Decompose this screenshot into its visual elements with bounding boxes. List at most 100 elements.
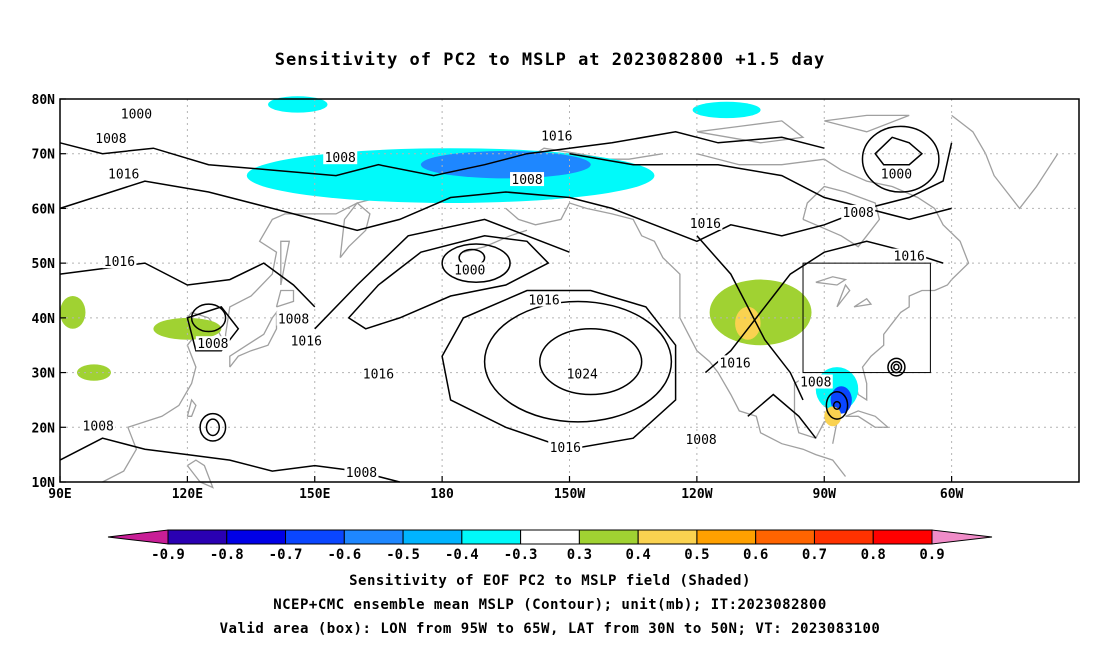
contour-label: 1008	[843, 206, 874, 221]
coastline	[102, 180, 434, 483]
coastline	[186, 459, 214, 489]
lat-tick-label: 60N	[32, 202, 56, 217]
contour-label-bg	[565, 366, 600, 381]
contour-label: 1008	[685, 433, 716, 448]
colorbar-bin	[402, 529, 463, 545]
colorbar-bin	[578, 529, 639, 545]
colorbar-low-arrow	[107, 529, 169, 545]
isobar	[314, 218, 570, 330]
coastline	[802, 185, 881, 248]
colorbar-label: 0.4	[626, 547, 651, 563]
coastline	[696, 120, 805, 144]
shaded-area	[60, 295, 86, 329]
lon-tick-label: 180	[430, 487, 454, 502]
colorbar-bin	[872, 529, 933, 545]
contour-label: 1016	[550, 441, 581, 456]
contour-label-bg	[539, 128, 574, 143]
valid-area-box	[802, 262, 931, 374]
isobar	[890, 360, 903, 374]
coastline	[815, 276, 848, 286]
contour-label-bg	[276, 311, 311, 326]
contour-label-bg	[452, 262, 487, 277]
contour-label: 1008	[197, 337, 228, 352]
coastline	[505, 202, 847, 477]
caption-line-3: Valid area (box): LON from 95W to 65W, L…	[219, 621, 881, 637]
contour-label-bg	[195, 336, 230, 351]
coastline	[186, 398, 197, 417]
colorbar-bin	[285, 529, 345, 545]
contour-label: 1008	[325, 151, 356, 166]
lat-tick-label: 50N	[32, 257, 56, 272]
isobar	[832, 400, 842, 410]
lon-tick-label: 60W	[940, 487, 964, 502]
isobar	[59, 262, 316, 308]
colorbar-label: 0.9	[919, 547, 944, 563]
lat-tick-label: 70N	[32, 148, 56, 163]
contour-label: 1016	[719, 356, 750, 371]
coastline	[845, 410, 890, 428]
colorbar-label: 0.5	[684, 547, 709, 563]
colorbar-label: -0.7	[269, 547, 303, 563]
isobar	[893, 363, 900, 371]
isobar	[59, 131, 825, 177]
isobar	[861, 125, 940, 193]
contour-label-bg	[323, 150, 358, 165]
coastline	[696, 153, 970, 281]
isobar	[347, 235, 550, 330]
colorbar-high-arrow	[931, 529, 993, 545]
contour-label: 1000	[881, 168, 912, 183]
contour-label: 1008	[278, 313, 309, 328]
colorbar-bin	[343, 529, 404, 545]
colorbar-bin	[755, 529, 815, 545]
colorbar-bin	[461, 529, 522, 545]
isobar	[704, 240, 944, 374]
coastline	[853, 297, 873, 308]
contour-label-bg	[684, 431, 719, 446]
lon-tick-label: 150W	[554, 487, 585, 502]
isobar	[887, 357, 906, 377]
colorbar-label: -0.3	[504, 547, 538, 563]
contour-label-bg	[688, 215, 723, 230]
contour-label-bg	[119, 106, 154, 121]
coastline	[275, 289, 295, 308]
isobar	[569, 152, 952, 221]
colorbar-label: 0.3	[567, 547, 592, 563]
shaded-sensitivity	[60, 96, 859, 427]
colorbar-bin	[813, 529, 874, 545]
isobar	[441, 243, 511, 284]
lat-tick-label: 30N	[32, 367, 56, 382]
contour-label-bg	[718, 355, 753, 370]
map-title: Sensitivity of PC2 to MSLP at 2023082800…	[274, 50, 826, 70]
colorbar-label: -0.5	[386, 547, 420, 563]
caption-line-2: NCEP+CMC ensemble mean MSLP (Contour); u…	[273, 597, 827, 613]
contour-label: 1016	[104, 255, 135, 270]
contour-label: 1016	[363, 367, 394, 382]
contour-label-bg	[81, 418, 116, 433]
coastline	[280, 240, 291, 286]
contour-label: 1000	[121, 107, 152, 122]
isobar	[205, 418, 220, 437]
isobar	[696, 235, 804, 401]
contour-label-bg	[361, 366, 396, 381]
contour-label: 1008	[800, 376, 831, 391]
colorbar-bin	[226, 529, 287, 545]
coastline	[951, 114, 1059, 210]
isobar	[190, 303, 227, 333]
contour-label-bg	[879, 166, 914, 181]
lon-tick-label: 120W	[681, 487, 712, 502]
contour-label: 1000	[454, 263, 485, 278]
contour-label: 1016	[291, 334, 322, 349]
shaded-area	[420, 150, 591, 179]
caption-line-1: Sensitivity of EOF PC2 to MSLP field (Sh…	[349, 573, 751, 589]
contour-label-bg	[798, 374, 833, 389]
contour-label-bg	[102, 254, 137, 269]
contour-label-bg	[93, 131, 128, 146]
lat-tick-label: 80N	[32, 93, 56, 108]
isobar	[483, 300, 673, 423]
colorbar-label: 0.6	[743, 547, 768, 563]
contour-label-bg	[841, 204, 876, 219]
contour-label: 1008	[95, 132, 126, 147]
colorbar-bin	[520, 529, 580, 545]
contour-label: 1016	[690, 217, 721, 232]
